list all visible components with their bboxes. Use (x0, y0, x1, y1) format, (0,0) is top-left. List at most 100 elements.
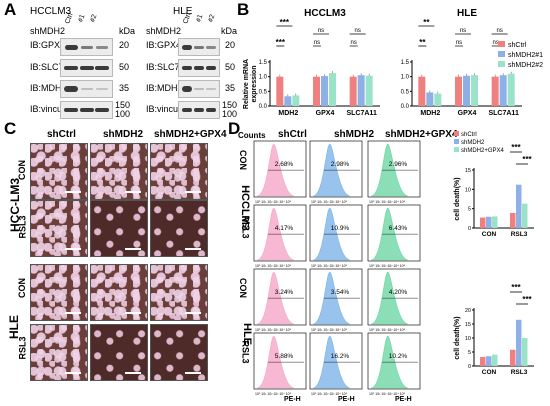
flow-col-header: shMDH2+GPX4 (385, 129, 458, 140)
axis-tick-label: 10⁰ 10¹ 10² 10³ 10⁴ 10⁵ (369, 392, 406, 396)
y-tick-label: 20 (465, 308, 471, 314)
sig-label: *** (511, 143, 521, 152)
micro-col-header: shMDH2 (103, 129, 144, 140)
gate-percent: 5.88% (275, 353, 294, 360)
sig-label: ns (318, 28, 324, 34)
y-tick-label: 0 (468, 364, 471, 370)
bar (455, 76, 462, 106)
gate-percent: 10.2% (389, 353, 408, 360)
sig-label: ** (423, 18, 430, 27)
micrograph (30, 200, 88, 257)
mw-marker: 50 (119, 62, 130, 72)
flow-xaxis-label: PE-H (338, 396, 355, 403)
kda-label: kDa (221, 26, 238, 36)
blot-row-label: IB:SLC7A11 (146, 62, 195, 72)
sig-label: ns (350, 40, 356, 46)
y-axis-label-line: Relative mRNA (243, 59, 250, 109)
y-axis-label: cell death(%) (454, 316, 461, 359)
sig-label: ns (496, 28, 502, 34)
blot-image-vinculin (60, 101, 113, 119)
y-tick-label: 15 (465, 322, 471, 328)
bar (349, 76, 357, 106)
blot-row-label: IB:GPX4 (146, 40, 182, 50)
scale-bar (65, 248, 81, 250)
scale-bar (185, 372, 201, 374)
lane-label: #1 (77, 13, 87, 24)
blot-row-label: IB:MDH2 (146, 83, 183, 93)
mw-marker: 35 (119, 83, 130, 93)
sig-label: ns (456, 40, 462, 46)
bar (486, 356, 492, 366)
y-tick-label: 1.0 (259, 75, 268, 81)
axis-tick-label: 10⁰ 10¹ 10² 10³ 10⁴ 10⁵ (255, 328, 292, 332)
bar (321, 76, 328, 106)
bar (510, 349, 516, 366)
micro-col-header: shCtrl (47, 129, 76, 140)
y-tick-label: 10 (465, 336, 471, 342)
gate-percent: 3.54% (331, 289, 350, 296)
mw-marker: 100 (115, 109, 131, 119)
scale-bar (125, 312, 141, 314)
blot-image-gpx4 (178, 38, 220, 56)
bar (480, 357, 486, 366)
bar (434, 93, 442, 106)
sig-label: ns (354, 28, 360, 34)
y-tick-label: 0.5 (401, 89, 410, 95)
legend-swatch (498, 41, 505, 47)
y-tick-label: 15 (465, 168, 471, 174)
micrograph (90, 200, 148, 257)
blot-group-title-hle: HLE (173, 6, 193, 17)
panel-label-d: D (228, 119, 241, 138)
legend-label: shMDH2+GPX4 (461, 148, 505, 154)
mw-marker: 100 (222, 109, 238, 119)
y-axis-label: cell death(%) (454, 177, 461, 220)
sig-label: ** (419, 38, 426, 47)
chart-title: HLE (457, 8, 477, 19)
scale-bar (65, 191, 81, 193)
axis-tick-label: 10⁰ 10¹ 10² 10³ 10⁴ 10⁵ (255, 392, 292, 396)
bar-chart-b: Relative mRNAexpression HCCLM3 0.0 0.5 1.0 1.… (243, 8, 543, 117)
blot-sh-label-hcclm3: shMDH2 (30, 26, 66, 36)
sig-label: ns (492, 40, 498, 46)
x-tick-label: RSL3 (511, 369, 528, 376)
cell-death-charts: shCtrl shMDH2 shMDH2+GPX4 cell death(%) 0 5 10… (454, 131, 534, 376)
y-tick-label: 10 (465, 187, 471, 193)
counts-label: Counts (238, 131, 266, 140)
x-tick-label: CON (482, 369, 497, 376)
bar (418, 76, 426, 106)
micrograph (150, 200, 208, 257)
mw-marker: 20 (225, 40, 236, 50)
axis-tick-label: 10⁰ 10¹ 10² 10³ 10⁴ 10⁵ (255, 200, 292, 204)
scale-bar (185, 312, 201, 314)
gate-percent: 4.20% (389, 289, 408, 296)
x-tick-label: GPX4 (316, 110, 335, 117)
scale-bar (125, 248, 141, 250)
bar (492, 354, 498, 366)
axis-tick-label: 10⁰ 10¹ 10² 10³ 10⁴ 10⁵ (255, 264, 292, 268)
y-tick-label: 0.5 (259, 89, 268, 95)
y-tick-label: 1.5 (401, 60, 410, 66)
scale-bar (65, 372, 81, 374)
lane-label: #2 (207, 13, 217, 24)
y-tick-label: 0.0 (401, 104, 410, 110)
kda-label: kDa (119, 26, 136, 36)
y-tick-label: 5 (468, 207, 471, 213)
gate-percent: 4.17% (275, 225, 294, 232)
mw-marker: 20 (119, 40, 130, 50)
bar (516, 184, 522, 228)
bar (522, 203, 528, 228)
panel-label-b: B (237, 0, 250, 19)
blot-row-label: IB:vinculin (146, 104, 188, 114)
bar (357, 75, 365, 106)
bar (313, 76, 320, 106)
bar (522, 338, 528, 366)
mw-marker: 35 (225, 83, 236, 93)
blot-row-label: IB:MDH2 (30, 83, 67, 93)
flow-col-header: shMDH2 (334, 129, 375, 140)
x-tick-label: SLC7A11 (488, 110, 518, 117)
y-tick-label: 1.5 (259, 60, 268, 66)
panel-label-a: A (4, 0, 17, 19)
lane-label: #2 (89, 13, 99, 24)
mw-marker: 150 (115, 100, 131, 110)
blot-image-mdh2 (60, 80, 113, 98)
